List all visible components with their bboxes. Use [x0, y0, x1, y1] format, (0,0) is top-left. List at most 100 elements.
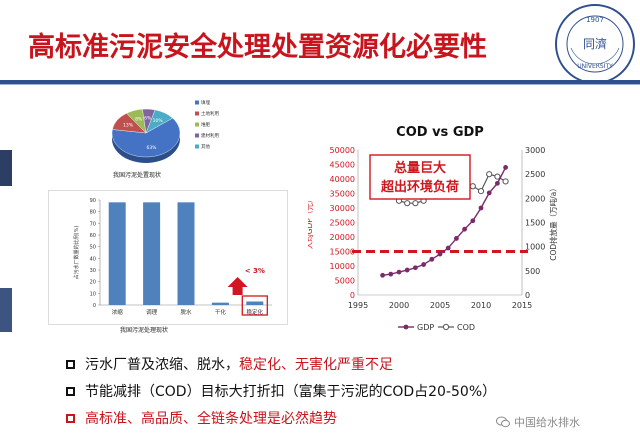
cod-chart-title: COD vs GDP — [396, 125, 484, 140]
bar — [143, 202, 161, 305]
bullet-item: 高标准、高品质、全链条处理是必然趋势 — [66, 406, 337, 430]
pie-slice-label: 6% — [144, 116, 152, 122]
cod-left-tick-label: 30000 — [330, 204, 355, 213]
cod-x-tick-label: 1995 — [348, 301, 368, 310]
gdp-point — [421, 262, 426, 267]
gdp-series-line — [382, 167, 507, 276]
pie-chart: 63% 13% 8% 6% 10% 填埋 土地利用 堆肥 建材利用 其他 — [98, 95, 228, 170]
cod-right-tick-label: 1000 — [525, 243, 545, 252]
pie-legend-label: 建材利用 — [201, 132, 219, 139]
up-arrow-icon — [227, 277, 248, 295]
cod-left-tick-label: 25000 — [330, 219, 355, 228]
bullet-box — [66, 413, 75, 423]
cod-left-axis-label: 人均GDP（元） — [308, 196, 314, 250]
bar-chart: 0 10 20 30 40 50 60 70 80 90 占污水厂数量的比例(%) 浓缩 调理 脱水 干化 稳… — [48, 190, 288, 325]
bar-y-tick-label: 10 — [90, 291, 96, 297]
bar-category-label: 脱水 — [180, 308, 192, 316]
svg-text:1907: 1907 — [586, 16, 604, 24]
legend-gdp-label: GDP — [417, 323, 434, 332]
callout-box — [369, 154, 471, 200]
svg-text:同濟: 同濟 — [583, 36, 607, 51]
title-underline-thin — [0, 84, 640, 85]
pie-legend-label: 堆肥 — [201, 121, 210, 128]
cod-point — [477, 187, 485, 195]
cod-right-tick-label: 0 — [525, 291, 530, 300]
pie-slice-label: 13% — [123, 123, 134, 129]
bar — [246, 301, 264, 305]
cod-point — [404, 200, 411, 207]
bar-y-tick-label: 50 — [90, 245, 96, 251]
pie-legend-swatch — [195, 122, 199, 127]
cod-point — [494, 173, 501, 180]
bar-y-tick-label: 30 — [90, 268, 96, 274]
callout-line: 总量巨大 — [394, 160, 446, 176]
side-decoration — [0, 288, 12, 332]
cod-left-tick-label: 5000 — [335, 277, 355, 286]
bullet-box — [66, 386, 75, 396]
bullet-item: 污水厂普及浓缩、脱水， 稳定化、无害化严重不足 — [66, 352, 393, 376]
cod-left-tick-label: 35000 — [330, 190, 355, 199]
bar-y-tick-label: 60 — [90, 233, 96, 239]
cod-x-tick-label: 2005 — [430, 301, 450, 310]
cod-gdp-chart: COD vs GDP050001000015000200002500030000… — [308, 125, 558, 332]
cod-left-tick-label: 10000 — [330, 262, 355, 271]
bullet-highlight: 稳定化、无害化严重不足 — [239, 357, 393, 373]
bullet-text: 节能减排（COD）目标大打折扣（富集于污泥的COD占20-50%） — [85, 384, 497, 400]
svg-text:UNIVERSITY: UNIVERSITY — [577, 63, 613, 70]
cod-x-tick-label: 2000 — [389, 301, 409, 310]
highlight-box — [241, 295, 268, 316]
bar-chart-caption: 我国污泥处理现状 — [120, 327, 169, 334]
cod-right-tick-label: 2500 — [525, 170, 545, 179]
pie-legend-swatch — [195, 133, 199, 138]
bullet-highlight: 高标准、高品质、全链条处理是必然趋势 — [85, 411, 337, 427]
bullet-text: 污水厂普及浓缩、脱水， — [85, 357, 239, 373]
gdp-point — [429, 256, 435, 262]
pie-chart-caption: 我国污泥处置现状 — [113, 172, 162, 179]
bar-y-tick-label: 80 — [90, 210, 96, 216]
university-logo: 1907 UNIVERSITY 同濟 — [555, 4, 635, 84]
bar-category-label: 稳定化 — [247, 308, 264, 316]
pie-slice-label: 63% — [146, 145, 157, 151]
side-decoration — [0, 150, 12, 186]
cod-right-axis-label: COD排放量（万吨/a） — [548, 184, 558, 261]
wechat-icon — [496, 416, 510, 428]
gdp-point — [380, 272, 385, 278]
pie-legend-label: 其他 — [201, 143, 210, 150]
pie-slice — [111, 117, 181, 158]
title-underline — [0, 80, 640, 84]
bar-category-label: 干化 — [215, 308, 227, 316]
bullet-box — [66, 359, 75, 369]
bar-category-label: 浓缩 — [112, 308, 124, 316]
gdp-point — [462, 226, 467, 232]
legend-gdp-marker — [403, 324, 409, 330]
gdp-point — [413, 265, 418, 271]
cod-right-tick-label: 500 — [525, 267, 540, 276]
pie-legend-swatch — [195, 100, 199, 105]
cod-point — [412, 200, 419, 207]
bullet-item: 节能减排（COD）目标大打折扣（富集于污泥的COD占20-50%） — [66, 379, 496, 403]
bar — [108, 202, 126, 305]
pie-legend-label: 填埋 — [201, 99, 210, 106]
pie-legend-swatch — [195, 144, 199, 149]
bar-y-tick-label: 70 — [90, 221, 96, 227]
cod-point — [469, 183, 476, 190]
bar-annotation: < 3% — [245, 267, 265, 275]
pie-slice — [145, 109, 173, 134]
bar — [177, 202, 195, 305]
pie-legend-swatch — [195, 111, 199, 116]
cod-left-tick-label: 40000 — [330, 175, 355, 184]
cod-left-tick-label: 20000 — [330, 233, 355, 242]
callout-line: 超出环境负荷 — [381, 179, 459, 195]
watermark-text: 中国给水排水 — [514, 416, 580, 429]
gdp-point — [495, 180, 500, 186]
cod-point — [486, 171, 493, 178]
bar-category-label: 调理 — [146, 308, 158, 316]
bar-y-tick-label: 0 — [93, 303, 96, 309]
cod-x-tick-label: 2010 — [471, 301, 491, 310]
legend-cod-label: COD — [457, 323, 475, 332]
legend-cod-marker — [442, 323, 450, 331]
gdp-point — [404, 267, 410, 273]
gdp-point — [478, 205, 484, 211]
bar — [211, 302, 229, 305]
